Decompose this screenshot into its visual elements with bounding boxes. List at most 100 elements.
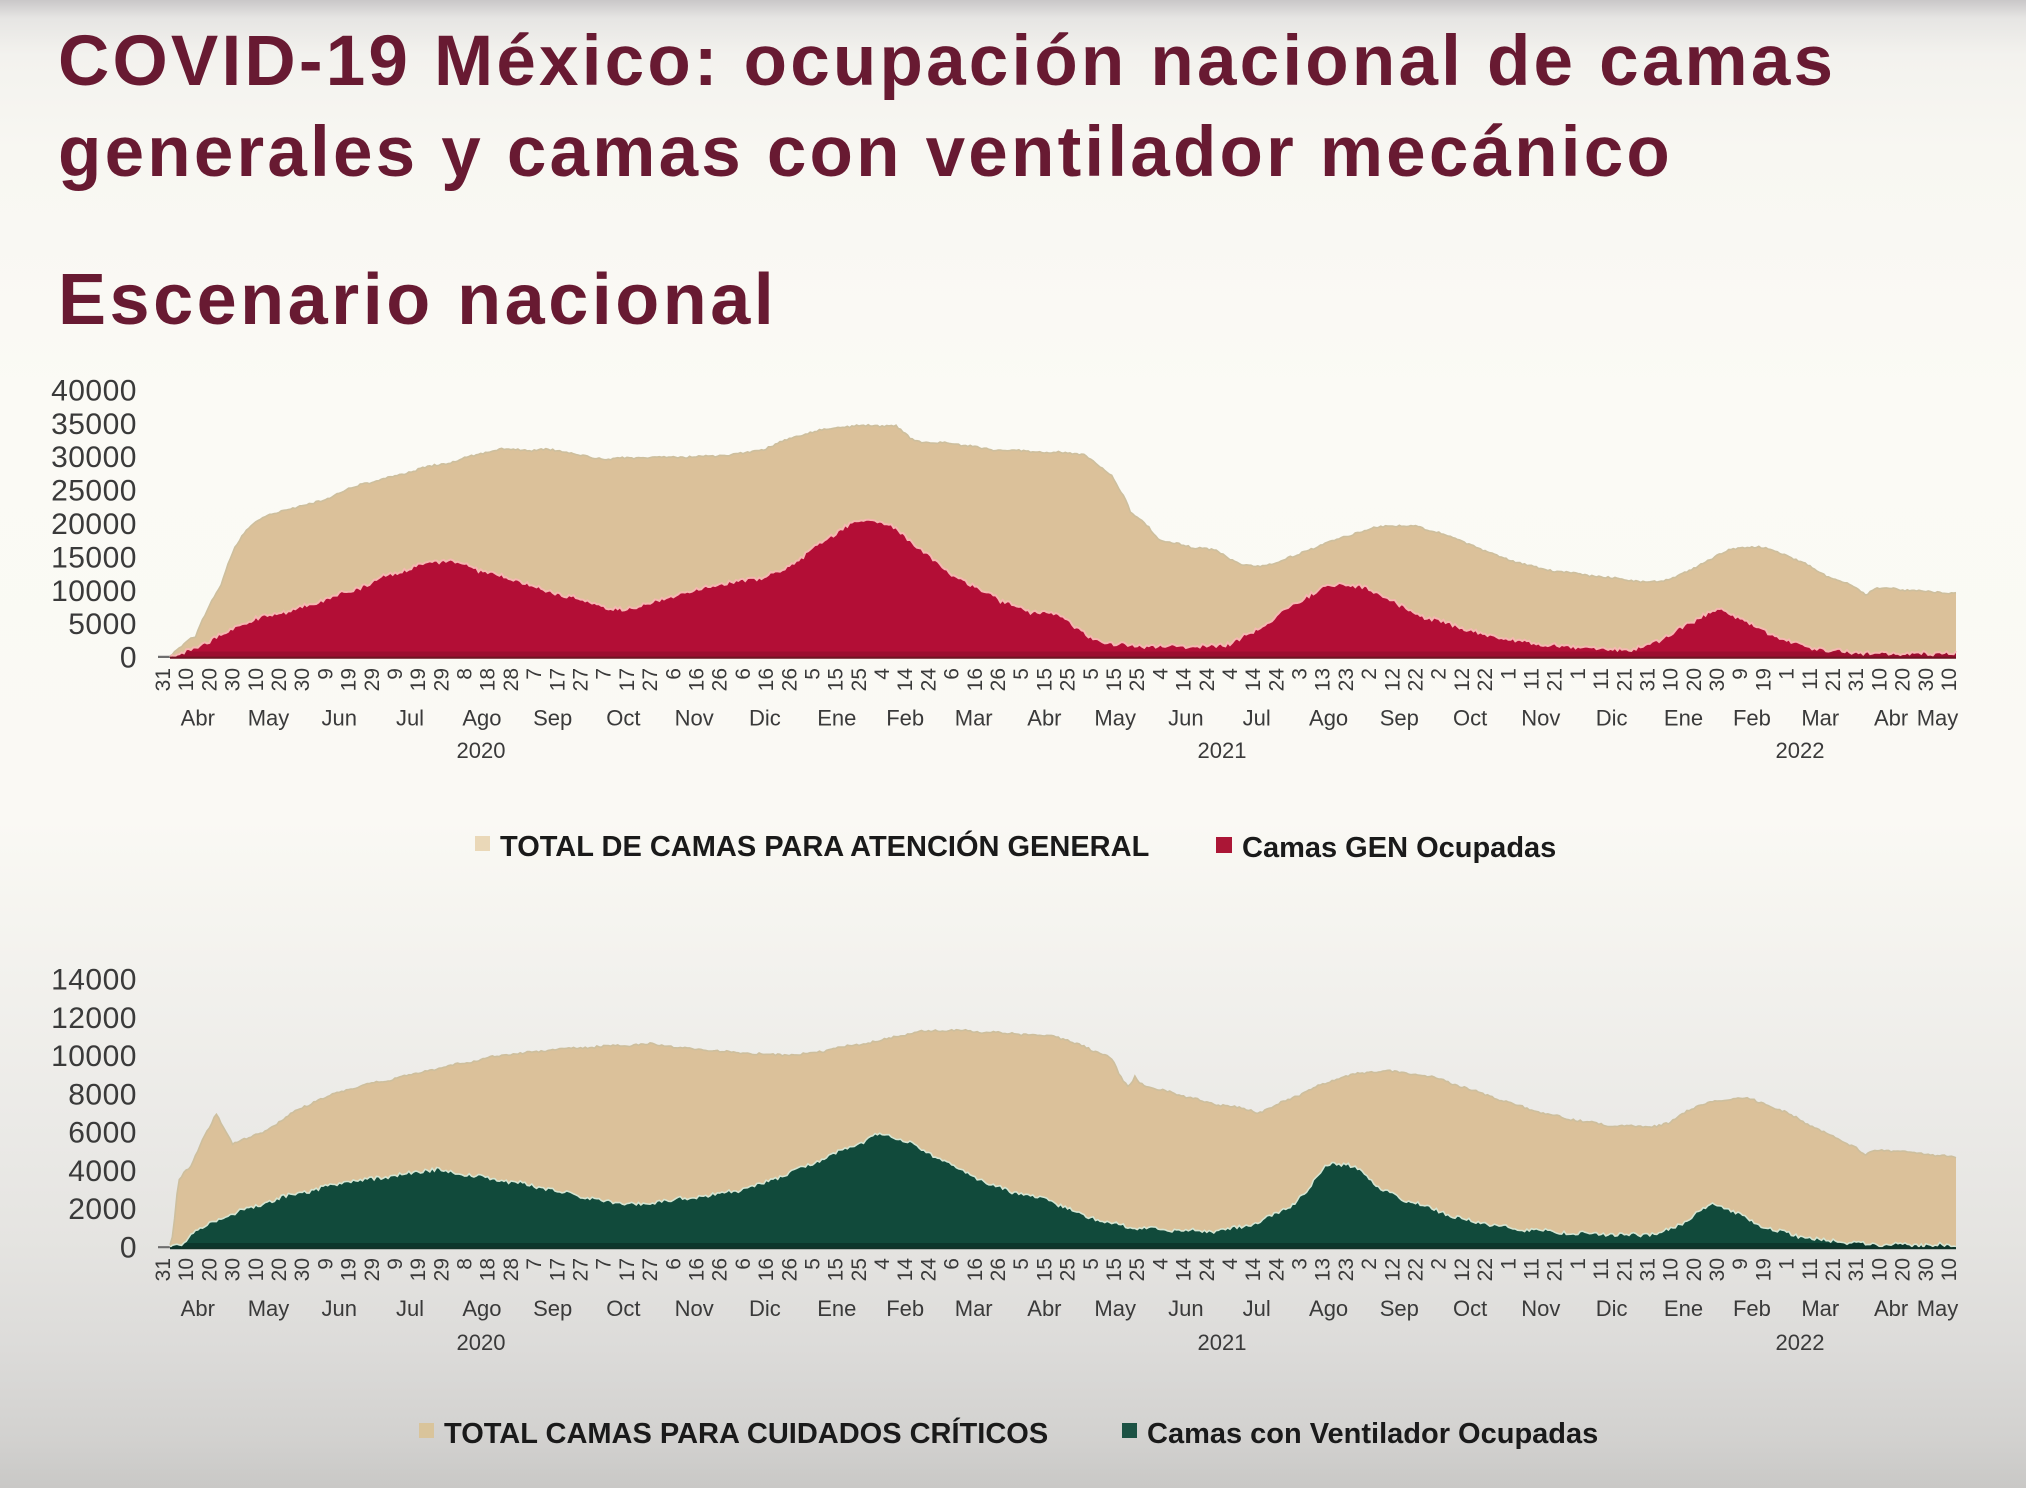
svg-text:24: 24 bbox=[917, 668, 940, 692]
svg-text:26: 26 bbox=[709, 668, 732, 691]
svg-text:26: 26 bbox=[987, 1258, 1010, 1281]
svg-text:22: 22 bbox=[1405, 1258, 1428, 1281]
svg-text:25: 25 bbox=[1057, 1258, 1080, 1281]
svg-text:19: 19 bbox=[407, 668, 430, 691]
svg-text:13: 13 bbox=[1312, 668, 1335, 691]
svg-text:2020: 2020 bbox=[457, 738, 506, 763]
svg-text:9: 9 bbox=[314, 668, 337, 680]
svg-text:21: 21 bbox=[1544, 668, 1567, 691]
svg-text:12: 12 bbox=[1381, 1258, 1404, 1281]
svg-text:14: 14 bbox=[894, 668, 917, 692]
svg-text:14: 14 bbox=[1173, 1258, 1196, 1282]
svg-text:May: May bbox=[1094, 706, 1136, 731]
svg-text:10: 10 bbox=[1938, 1258, 1961, 1281]
svg-text:30: 30 bbox=[1915, 668, 1938, 691]
svg-text:12: 12 bbox=[1451, 668, 1474, 691]
svg-text:21: 21 bbox=[1822, 1258, 1845, 1281]
svg-text:1: 1 bbox=[1776, 1258, 1799, 1270]
svg-text:23: 23 bbox=[1335, 1258, 1358, 1281]
svg-text:Feb: Feb bbox=[886, 1296, 924, 1321]
svg-text:Ene: Ene bbox=[1664, 706, 1703, 731]
svg-text:6: 6 bbox=[662, 1258, 685, 1270]
svg-text:2: 2 bbox=[1358, 1258, 1381, 1270]
svg-text:Nov: Nov bbox=[1521, 706, 1560, 731]
svg-text:20: 20 bbox=[268, 1258, 291, 1281]
svg-text:9: 9 bbox=[1729, 668, 1752, 680]
svg-text:4: 4 bbox=[1219, 668, 1242, 680]
svg-text:31: 31 bbox=[1845, 1258, 1868, 1281]
svg-text:21: 21 bbox=[1544, 1258, 1567, 1281]
svg-text:19: 19 bbox=[338, 1258, 361, 1281]
svg-text:10: 10 bbox=[1868, 1258, 1891, 1281]
svg-text:11: 11 bbox=[1521, 668, 1544, 690]
svg-text:Feb: Feb bbox=[1733, 1296, 1771, 1321]
svg-text:28: 28 bbox=[500, 1258, 523, 1281]
svg-text:12: 12 bbox=[1381, 668, 1404, 691]
svg-text:22: 22 bbox=[1474, 668, 1497, 691]
svg-text:24: 24 bbox=[1265, 668, 1288, 692]
svg-text:May: May bbox=[1094, 1296, 1136, 1321]
svg-text:12: 12 bbox=[1451, 1258, 1474, 1281]
svg-text:22: 22 bbox=[1474, 1258, 1497, 1281]
svg-text:30: 30 bbox=[222, 668, 245, 691]
svg-text:Jul: Jul bbox=[1243, 1296, 1271, 1321]
svg-text:20: 20 bbox=[268, 668, 291, 691]
svg-text:11: 11 bbox=[1590, 668, 1613, 690]
svg-text:10000: 10000 bbox=[51, 575, 137, 608]
svg-text:20: 20 bbox=[1683, 668, 1706, 691]
svg-text:Jun: Jun bbox=[322, 1296, 357, 1321]
svg-text:2021: 2021 bbox=[1198, 1330, 1247, 1355]
svg-text:31: 31 bbox=[152, 1258, 175, 1281]
svg-text:May: May bbox=[1917, 706, 1959, 731]
svg-text:15: 15 bbox=[1103, 1258, 1126, 1281]
svg-text:Nov: Nov bbox=[675, 1296, 714, 1321]
svg-text:18: 18 bbox=[477, 668, 500, 691]
svg-text:17: 17 bbox=[616, 668, 639, 691]
svg-text:Ago: Ago bbox=[462, 1296, 501, 1321]
svg-text:10: 10 bbox=[1868, 668, 1891, 691]
svg-text:Feb: Feb bbox=[886, 706, 924, 731]
svg-text:23: 23 bbox=[1335, 668, 1358, 691]
svg-text:Dic: Dic bbox=[1596, 1296, 1628, 1321]
svg-text:1: 1 bbox=[1567, 668, 1590, 680]
svg-text:Mar: Mar bbox=[1801, 706, 1839, 731]
svg-text:25000: 25000 bbox=[51, 475, 137, 508]
svg-text:Jun: Jun bbox=[1168, 706, 1203, 731]
svg-text:Nov: Nov bbox=[675, 706, 714, 731]
svg-text:21: 21 bbox=[1822, 668, 1845, 691]
svg-text:10: 10 bbox=[1660, 1258, 1683, 1281]
svg-text:15: 15 bbox=[1103, 668, 1126, 691]
svg-text:0: 0 bbox=[120, 1232, 137, 1265]
svg-text:16: 16 bbox=[964, 1258, 987, 1281]
svg-text:31: 31 bbox=[152, 668, 175, 691]
svg-text:24: 24 bbox=[1196, 668, 1219, 692]
svg-text:21: 21 bbox=[1613, 668, 1636, 691]
svg-text:May: May bbox=[248, 706, 290, 731]
svg-text:1: 1 bbox=[1776, 668, 1799, 680]
svg-text:26: 26 bbox=[709, 1258, 732, 1281]
svg-text:29: 29 bbox=[430, 1258, 453, 1281]
svg-text:Oct: Oct bbox=[1453, 1296, 1487, 1321]
svg-text:6: 6 bbox=[941, 668, 964, 680]
svg-text:8000: 8000 bbox=[68, 1078, 137, 1111]
svg-text:29: 29 bbox=[430, 668, 453, 691]
svg-text:31: 31 bbox=[1637, 1258, 1660, 1281]
svg-text:2000: 2000 bbox=[68, 1193, 137, 1226]
svg-text:10: 10 bbox=[245, 1258, 268, 1281]
svg-text:Jul: Jul bbox=[1243, 706, 1271, 731]
svg-text:5: 5 bbox=[802, 1258, 825, 1270]
svg-text:24: 24 bbox=[1196, 1258, 1219, 1282]
svg-text:Mar: Mar bbox=[1801, 1296, 1839, 1321]
svg-text:20: 20 bbox=[198, 1258, 221, 1281]
svg-text:Jul: Jul bbox=[396, 706, 424, 731]
svg-text:14: 14 bbox=[1173, 668, 1196, 692]
svg-text:19: 19 bbox=[1752, 668, 1775, 691]
svg-text:2022: 2022 bbox=[1776, 1330, 1825, 1355]
svg-text:Mar: Mar bbox=[955, 1296, 993, 1321]
svg-text:Ago: Ago bbox=[462, 706, 501, 731]
svg-text:10: 10 bbox=[175, 668, 198, 691]
svg-text:0: 0 bbox=[120, 642, 137, 675]
svg-text:2022: 2022 bbox=[1776, 738, 1825, 763]
svg-text:20000: 20000 bbox=[51, 508, 137, 541]
svg-text:6: 6 bbox=[941, 1258, 964, 1270]
